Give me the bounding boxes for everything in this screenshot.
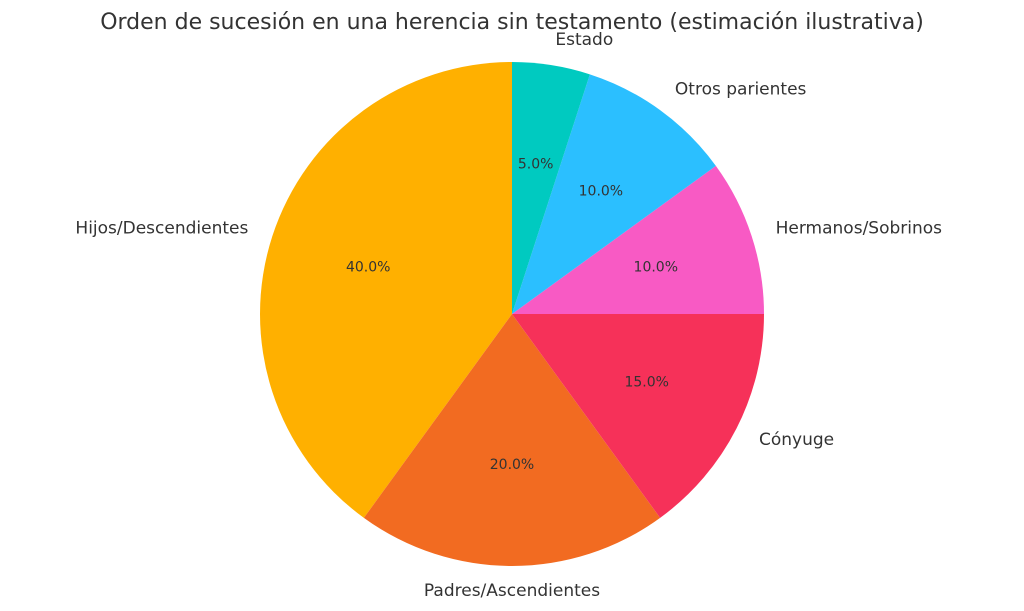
pie-slices (260, 62, 764, 566)
percent-label-hermanos-sobrinos: 10.0% (634, 259, 678, 275)
pie-slice-estado (512, 62, 590, 314)
percent-label-otros-parientes: 10.0% (579, 184, 623, 200)
percent-label-hijos-descendientes: 40.0% (346, 259, 390, 275)
category-label-padres-ascendientes: Padres/Ascendientes (424, 581, 600, 601)
pie-slice-conyuge (512, 314, 764, 518)
category-label-hermanos-sobrinos: Hermanos/Sobrinos (776, 218, 943, 238)
pie-slice-hijos-descendientes (260, 62, 512, 518)
percent-labels: 40.0% 20.0% 15.0% 10.0% 10.0% 5.0% (346, 157, 678, 474)
category-label-estado: Estado (555, 30, 613, 50)
chart-title: Orden de sucesión en una herencia sin te… (100, 10, 924, 35)
category-labels: Hijos/Descendientes Padres/Ascendientes Có… (75, 30, 942, 601)
category-label-conyuge: Cónyuge (759, 430, 834, 450)
pie-slice-hermanos-sobrinos (512, 165, 764, 314)
percent-label-estado: 5.0% (518, 157, 554, 173)
percent-label-conyuge: 15.0% (624, 375, 668, 391)
category-label-otros-parientes: Otros parientes (675, 80, 807, 100)
percent-label-padres-ascendientes: 20.0% (490, 457, 534, 473)
category-label-hijos-descendientes: Hijos/Descendientes (75, 218, 248, 238)
pie-slice-padres-ascendientes (363, 314, 661, 566)
pie-slice-otros-parientes (512, 74, 716, 314)
